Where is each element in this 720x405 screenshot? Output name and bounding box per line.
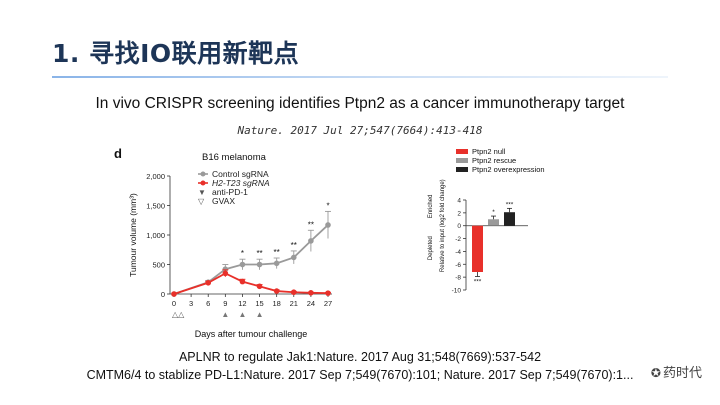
- data-point: [290, 254, 297, 261]
- reference-cmtm6: CMTM6/4 to stablize PD-L1:Nature. 2017 S…: [86, 368, 634, 382]
- bar-y-axis-label: Relative to input (log2 fold change): [440, 179, 446, 272]
- y-axis-label: Tumour volume (mm³): [128, 193, 138, 277]
- figure-panel: d B16 melanoma 0 500 1,000 1,500 2,000 0 3 6 9 12…: [110, 140, 570, 344]
- data-point: [222, 270, 229, 277]
- legend-marker: [200, 171, 206, 177]
- bar-legend-swatch: [456, 167, 468, 172]
- data-point: [325, 222, 331, 228]
- slide-subtitle: In vivo CRISPR screening identifies Ptpn…: [95, 95, 625, 112]
- bar-significance: ***: [506, 201, 514, 208]
- data-point: [273, 288, 280, 294]
- bar-y-tick-label: 2: [457, 210, 461, 217]
- watermark-text: 药时代: [662, 366, 702, 381]
- anti-pd1-marker: ▲: [221, 310, 229, 319]
- bar-legend-label: Ptpn2 rescue: [472, 156, 516, 165]
- data-point: [290, 289, 297, 296]
- x-tick-label: 18: [272, 299, 280, 308]
- bar-y-tick-label: -4: [455, 249, 461, 256]
- data-point: [239, 278, 246, 285]
- panel-label: d: [114, 146, 122, 161]
- tumour-volume-chart: 0 500 1,000 1,500 2,000 0 3 6 9 12 15 18 21 24 27 Days …: [128, 169, 332, 339]
- data-point: [308, 290, 314, 296]
- data-point: [325, 290, 331, 296]
- data-point: [256, 283, 263, 290]
- bar-y-tick-label: -8: [455, 275, 461, 282]
- significance-label: **: [274, 248, 280, 257]
- bar-0: [472, 225, 483, 272]
- bar-enriched-label: Enriched: [428, 195, 434, 219]
- bar-2: [504, 212, 515, 226]
- bar-depleted-label: Depleted: [428, 236, 434, 260]
- bar-y-tick-label: 0: [457, 223, 461, 230]
- line-chart-title: B16 melanoma: [202, 152, 267, 163]
- x-tick-label: 12: [238, 299, 246, 308]
- data-point: [171, 291, 177, 297]
- y-tick-label: 1,000: [146, 231, 165, 240]
- bar-y-tick-label: -10: [452, 288, 462, 295]
- fold-change-bar-chart: 4 2 0 -2 -4 -6 -8 -10 Relative to input (log2 fo…: [428, 147, 545, 295]
- bar-y-tick-label: -6: [455, 262, 461, 269]
- y-tick-label: 1,500: [146, 202, 165, 211]
- x-tick-label: 21: [290, 299, 298, 308]
- data-point: [222, 266, 229, 273]
- y-tick-label: 500: [152, 261, 165, 270]
- legend-marker: [200, 180, 206, 186]
- series-line-1: [173, 272, 329, 295]
- citation: Nature. 2017 Jul 27;547(7664):413-418: [237, 124, 483, 137]
- significance-label: **: [308, 220, 314, 229]
- significance-label: *: [241, 249, 244, 258]
- x-tick-label: 24: [307, 299, 315, 308]
- bar-y-tick-label: 4: [457, 198, 461, 205]
- data-point: [256, 261, 263, 268]
- legend-label: GVAX: [212, 196, 235, 206]
- data-point: [308, 238, 314, 244]
- legend-symbol: ▼: [198, 188, 206, 197]
- reference-aplnr: APLNR to regulate Jak1:Nature. 2017 Aug …: [178, 350, 542, 364]
- data-point: [205, 279, 212, 286]
- x-tick-label: 9: [223, 299, 227, 308]
- bar-legend-swatch: [456, 158, 468, 163]
- x-tick-label: 27: [324, 299, 332, 308]
- bar-legend-swatch: [456, 149, 468, 154]
- watermark: ✪ 药时代: [648, 362, 704, 381]
- x-tick-label: 0: [172, 299, 176, 308]
- figure-svg: d B16 melanoma 0 500 1,000 1,500 2,000 0 3 6 9 12…: [114, 146, 545, 339]
- bar-legend-label: Ptpn2 overexpression: [472, 165, 545, 174]
- wechat-icon: ✪: [650, 366, 661, 380]
- title-underline: [52, 76, 668, 78]
- y-tick-label: 0: [161, 290, 165, 299]
- anti-pd1-marker: ▲: [238, 310, 246, 319]
- gvax-markers: △△: [172, 310, 185, 319]
- significance-label: **: [291, 241, 297, 250]
- x-tick-label: 3: [189, 299, 193, 308]
- bar-y-tick-label: -2: [455, 236, 461, 243]
- x-tick-label: 15: [255, 299, 263, 308]
- bar-legend-label: Ptpn2 null: [472, 147, 506, 156]
- x-axis-label: Days after tumour challenge: [195, 329, 308, 339]
- data-point: [273, 260, 280, 267]
- data-point: [239, 261, 246, 268]
- bar-significance: ***: [474, 279, 482, 286]
- legend-label: H2-T23 sgRNA: [212, 178, 270, 188]
- x-tick-label: 6: [206, 299, 210, 308]
- bar-1: [488, 219, 499, 226]
- legend-symbol: ▽: [198, 197, 205, 206]
- slide-title: 1. 寻找IO联用新靶点: [52, 39, 300, 68]
- legend-label: Control sgRNA: [212, 169, 269, 179]
- y-tick-label: 2,000: [146, 172, 165, 181]
- significance-label: **: [256, 249, 262, 258]
- bar-significance: *: [492, 209, 495, 216]
- significance-label: *: [326, 201, 329, 210]
- legend-label: anti-PD-1: [212, 187, 248, 197]
- anti-pd1-marker: ▲: [256, 310, 264, 319]
